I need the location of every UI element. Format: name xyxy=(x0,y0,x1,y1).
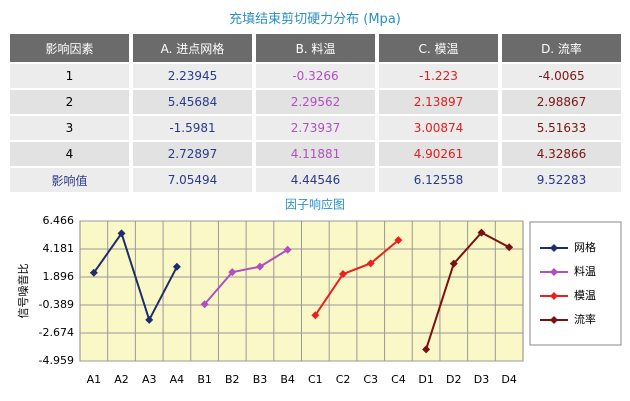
x-tick-label: C3 xyxy=(363,373,378,386)
table-cell: 3 xyxy=(10,116,129,140)
table-cell: 5.45684 xyxy=(133,90,252,114)
table-cell: 2.72897 xyxy=(133,142,252,166)
point xyxy=(117,229,126,238)
table-row: 3 -1.5981 2.73937 3.00874 5.51633 xyxy=(10,116,621,140)
point xyxy=(228,268,237,277)
y-axis-label: 信号噪音比 xyxy=(16,264,30,319)
table-cell: 6.12558 xyxy=(379,168,498,192)
table-row: 2 5.45684 2.29562 2.13897 2.98867 xyxy=(10,90,621,114)
point xyxy=(200,300,209,309)
y-tick-label: 6.466 xyxy=(43,214,75,227)
chart-title: 因子响应图 xyxy=(285,197,345,212)
table-row: 1 2.23945 -0.3266 -1.223 -4.0065 xyxy=(10,64,621,88)
point xyxy=(311,311,320,320)
x-tick-label: D2 xyxy=(446,373,461,386)
point xyxy=(145,315,154,324)
point xyxy=(89,268,98,277)
table-cell: 2.29562 xyxy=(256,90,375,114)
header-cell: A. 进点网格 xyxy=(133,34,252,62)
table-cell: 3.00874 xyxy=(379,116,498,140)
point xyxy=(422,345,431,354)
point xyxy=(477,228,486,237)
series-line xyxy=(93,231,178,323)
y-tick-label: -4.959 xyxy=(39,354,74,367)
x-tick-label: A2 xyxy=(114,373,129,386)
header-cell: C. 模温 xyxy=(379,34,498,62)
legend-label: 流率 xyxy=(574,312,596,326)
table-cell: 影响值 xyxy=(10,168,129,192)
point xyxy=(366,259,375,268)
x-tick-label: C4 xyxy=(391,373,406,386)
legend-label: 模温 xyxy=(574,289,596,302)
header-cell: B. 料温 xyxy=(256,34,375,62)
table-cell: 4.90261 xyxy=(379,142,498,166)
legend-marker xyxy=(550,268,558,276)
table-cell: -4.0065 xyxy=(502,64,621,88)
header-cell: D. 流率 xyxy=(502,34,621,62)
table-cell: 4.32866 xyxy=(502,142,621,166)
table: 影响因素 A. 进点网格 B. 料温 C. 模温 D. 流率 1 2.23945 -0.326… xyxy=(6,32,625,194)
x-tick-label: B4 xyxy=(280,373,295,386)
table-cell: 2.98867 xyxy=(502,90,621,114)
legend-marker xyxy=(550,292,558,300)
table-row: 4 2.72897 4.11881 4.90261 4.32866 xyxy=(10,142,621,166)
point xyxy=(449,259,458,268)
table-cell: 2.73937 xyxy=(256,116,375,140)
x-tick-label: D1 xyxy=(418,373,433,386)
table-cell: 4.11881 xyxy=(256,142,375,166)
x-tick-label: B2 xyxy=(225,373,240,386)
table-cell: 2.23945 xyxy=(133,64,252,88)
x-tick-label: D4 xyxy=(501,373,516,386)
x-tick-label: A1 xyxy=(87,373,102,386)
table-cell: 9.52283 xyxy=(502,168,621,192)
point xyxy=(283,245,292,254)
x-tick-label: B3 xyxy=(253,373,268,386)
point xyxy=(394,236,403,245)
x-tick-label: B1 xyxy=(197,373,212,386)
point xyxy=(339,270,348,279)
legend-box xyxy=(529,221,622,346)
header-row: 影响因素 A. 进点网格 B. 料温 C. 模温 D. 流率 xyxy=(10,34,621,62)
table-cell: -0.3266 xyxy=(256,64,375,88)
y-tick-label: -0.389 xyxy=(39,298,74,311)
legend-label: 网格 xyxy=(574,240,596,254)
table-row: 影响值 7.05494 4.44546 6.12558 9.52283 xyxy=(10,168,621,192)
y-tick-label: 4.181 xyxy=(43,242,75,255)
table-cell: 5.51633 xyxy=(502,116,621,140)
table-cell: -1.223 xyxy=(379,64,498,88)
table-title: 充填结束剪切硬力分布 (Mpa) xyxy=(229,12,401,27)
y-tick-label: 1.896 xyxy=(43,270,75,283)
point xyxy=(255,262,264,271)
table-cell: 2.13897 xyxy=(379,90,498,114)
table-cell: 7.05494 xyxy=(133,168,252,192)
y-tick-label: -2.674 xyxy=(39,326,74,339)
x-tick-label: A3 xyxy=(142,373,157,386)
table-cell: 4 xyxy=(10,142,129,166)
point xyxy=(172,262,181,271)
series-line xyxy=(203,248,289,305)
table-cell: -1.5981 xyxy=(133,116,252,140)
series-line xyxy=(314,239,400,316)
header-cell: 影响因素 xyxy=(10,34,129,62)
table-cell: 2 xyxy=(10,90,129,114)
x-tick-label: D3 xyxy=(474,373,489,386)
x-tick-label: A4 xyxy=(170,373,185,386)
legend-label: 料温 xyxy=(574,264,596,278)
table-cell: 4.44546 xyxy=(256,168,375,192)
table-cell: 1 xyxy=(10,64,129,88)
x-tick-label: C2 xyxy=(336,373,351,386)
point xyxy=(505,243,514,252)
x-tick-label: C1 xyxy=(308,373,323,386)
legend-marker xyxy=(550,316,558,324)
legend-marker xyxy=(550,244,558,252)
series-line xyxy=(425,231,510,350)
